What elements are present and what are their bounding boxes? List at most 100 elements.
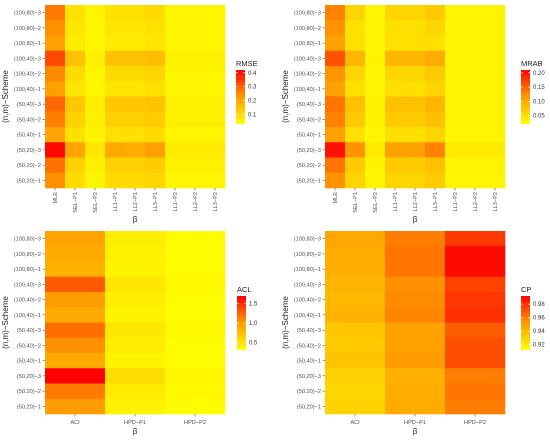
heatmap-cell: [205, 20, 226, 36]
heatmap-cell: [425, 66, 446, 82]
legend-title: ACL: [237, 285, 252, 294]
y-axis-title: (n,m)−Scheme: [281, 296, 290, 349]
heatmap-cell: [365, 66, 386, 82]
heatmap-cell: [125, 81, 146, 97]
heatmap-cell: [425, 157, 446, 174]
heatmap-cell: [45, 50, 66, 67]
heatmap-cell: [205, 66, 226, 82]
heatmap-cell: [445, 307, 506, 323]
x-tick-label: LL1−P2: [453, 192, 459, 211]
heatmap-cell: [445, 337, 506, 354]
heatmap-cell: [385, 5, 406, 21]
legend-tick-label: 0.20: [533, 71, 545, 77]
heatmap-cell: [165, 81, 186, 97]
heatmap-cell: [45, 157, 66, 174]
heatmap-cell: [325, 81, 346, 97]
heatmap-cell: [325, 231, 386, 247]
heatmap-cell: [385, 35, 406, 52]
heatmap-cell: [165, 337, 226, 354]
heatmap-cell: [465, 111, 486, 128]
heatmap-cell: [445, 246, 506, 262]
heatmap-cell: [165, 246, 226, 262]
heatmap-cell: [405, 20, 426, 36]
heatmap-cell: [485, 20, 506, 36]
heatmap-cell: [185, 66, 206, 82]
heatmap-cell: [45, 111, 66, 128]
heatmap-cell: [345, 142, 366, 158]
heatmap-cell: [325, 157, 346, 174]
heatmap-cell: [65, 66, 86, 82]
x-tick-label: LL2−P1: [133, 192, 139, 211]
heatmap-cell: [45, 81, 66, 97]
legend-tick-label: 0.15: [533, 85, 545, 91]
heatmap-cell: [445, 398, 506, 415]
heatmap-panel-rmse: (100,80)−3 (100,80)−2 (100,80)−1 (100,40)−3…: [1, 5, 258, 224]
heatmap-cell: [385, 368, 446, 384]
heatmap-cell: [325, 292, 386, 308]
heatmap-cell: [485, 157, 506, 174]
y-tick-label: (50,20)−3: [17, 374, 41, 380]
y-tick-label: (50,40)−3: [297, 102, 321, 108]
heatmap-cell: [45, 142, 66, 158]
heatmap-cell: [185, 5, 206, 21]
legend-title: RMSE: [236, 59, 258, 68]
heatmap-cell: [45, 368, 106, 384]
heatmap-cell: [345, 111, 366, 128]
y-tick-label: (50,40)−2: [297, 117, 321, 123]
heatmap-cell: [345, 50, 366, 67]
heatmap-cell: [65, 157, 86, 174]
y-tick-label: (100,80)−2: [294, 26, 321, 32]
heatmap-cell: [385, 142, 406, 158]
heatmap-cell: [145, 5, 166, 21]
y-tick-label: (100,80)−2: [14, 26, 41, 32]
heatmap-cell: [85, 81, 106, 97]
heatmap-cell: [325, 142, 346, 158]
heatmap-cell: [385, 398, 446, 415]
heatmap-cell: [185, 35, 206, 52]
heatmap-cell: [445, 20, 466, 36]
heatmap-cell: [65, 142, 86, 158]
heatmap-cell: [385, 276, 446, 293]
heatmap-cell: [405, 50, 426, 67]
heatmap-cell: [205, 35, 226, 52]
heatmap-cell: [425, 172, 446, 189]
x-tick-label: SEL−P2: [93, 192, 99, 213]
heatmap-cell: [45, 127, 66, 143]
heatmap-cell: [385, 20, 406, 36]
heatmap-cell: [105, 111, 126, 128]
heatmap-cell: [165, 20, 186, 36]
legend-title: CP: [521, 285, 531, 294]
heatmap-cell: [325, 50, 346, 67]
heatmap-cell: [345, 172, 366, 189]
x-tick-label: HPD−P1: [124, 420, 146, 426]
heatmap-cell: [385, 246, 446, 262]
heatmap-cell: [405, 157, 426, 174]
heatmap-cell: [85, 50, 106, 67]
heatmap-cell: [365, 20, 386, 36]
heatmap-cell: [105, 231, 166, 247]
heatmap-cell: [165, 35, 186, 52]
heatmap-cell: [45, 276, 106, 293]
heatmap-cell: [85, 66, 106, 82]
legend-tick-label: 0.4: [248, 71, 257, 77]
heatmap-cell: [185, 50, 206, 67]
heatmap-cell: [165, 172, 186, 189]
heatmap-cell: [325, 111, 346, 128]
heatmap-cell: [105, 307, 166, 323]
y-tick-label: (50,20)−3: [297, 148, 321, 154]
heatmap-cell: [345, 20, 366, 36]
x-tick-label: ACI: [70, 420, 80, 426]
x-tick-label: SEL−P2: [373, 192, 379, 213]
heatmap-cell: [185, 142, 206, 158]
heatmap-cell: [445, 35, 466, 52]
y-tick-label: (100,40)−2: [14, 72, 41, 78]
y-tick-label: (50,20)−1: [297, 404, 321, 410]
heatmap-cell: [105, 246, 166, 262]
heatmap-cell: [425, 111, 446, 128]
heatmap-cell: [325, 368, 386, 384]
heatmap-cell: [425, 81, 446, 97]
heatmap-cell: [105, 337, 166, 354]
heatmap-cell: [365, 157, 386, 174]
heatmap-cell: [65, 50, 86, 67]
